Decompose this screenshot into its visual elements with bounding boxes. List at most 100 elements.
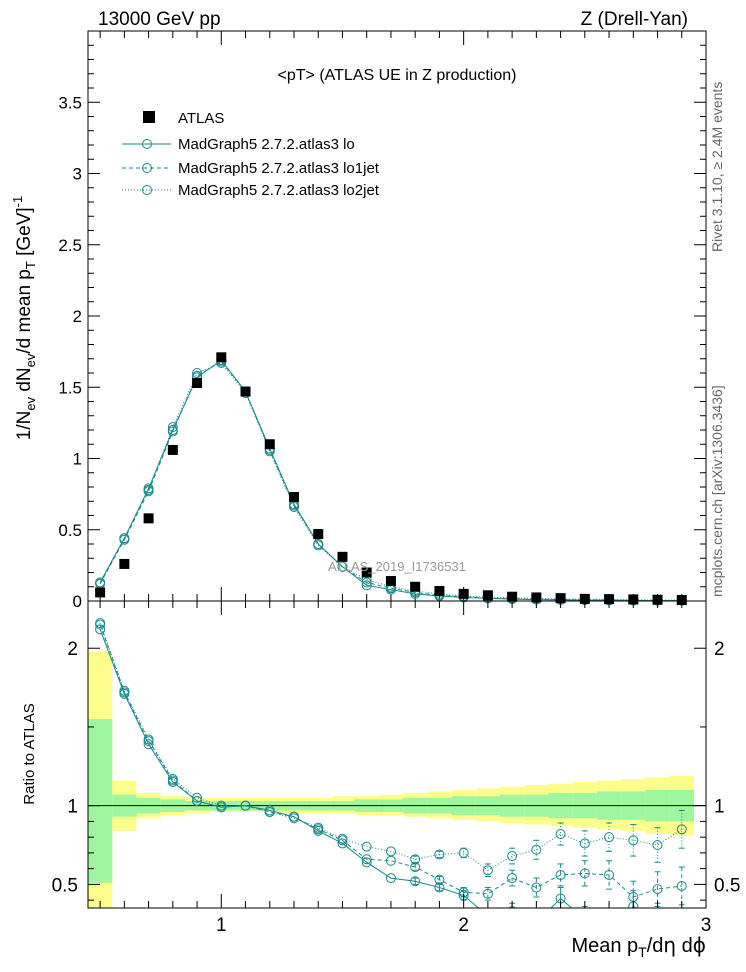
- legend-entry-atlas: ATLAS: [143, 110, 224, 127]
- ratio-point: [507, 851, 518, 862]
- ratio-point: [579, 838, 590, 849]
- atlas-point: [628, 594, 639, 605]
- chart-title: <pT> (ATLAS UE in Z production): [278, 67, 517, 84]
- ratio-point: [676, 880, 687, 891]
- legend-label-atlas: ATLAS: [178, 110, 224, 127]
- mc-point: [337, 561, 348, 572]
- ratio-point: [652, 884, 663, 895]
- legend: ATLAS MadGraph5 2.7.2.atlas3 lo MadGraph…: [122, 110, 380, 199]
- atlas-point: [264, 439, 275, 450]
- y-tick-label-bottom: 2: [67, 639, 78, 660]
- legend-label-lo1jet: MadGraph5 2.7.2.atlas3 lo1jet: [178, 160, 380, 177]
- mc-point: [361, 577, 372, 588]
- atlas-point: [385, 576, 396, 587]
- y-tick-label-bottom-right: 2: [714, 639, 725, 660]
- ratio-point: [676, 824, 687, 835]
- ratio-point: [240, 800, 251, 811]
- legend-marker-lo2jet: [142, 185, 152, 195]
- mc-point: [167, 422, 178, 433]
- atlas-point: [167, 444, 178, 455]
- mc-point: [119, 533, 130, 544]
- y-tick-label-bottom: 0.5: [52, 875, 78, 896]
- ratio-point: [604, 832, 615, 843]
- watermark: ATLAS_2019_I1736531: [328, 559, 466, 574]
- y-tick-label-top: 0.5: [58, 521, 82, 540]
- y-tick-label-top: 1.5: [58, 378, 82, 397]
- header-right: Z (Drell-Yan): [581, 9, 688, 30]
- atlas-point: [410, 581, 421, 592]
- ratio-point: [313, 822, 324, 833]
- ratio-point: [361, 841, 372, 852]
- mc-point: [95, 577, 106, 588]
- y-tick-label-top: 2.5: [58, 236, 82, 255]
- atlas-point: [434, 586, 445, 597]
- ratio-point: [361, 854, 372, 865]
- ratio-point: [507, 873, 518, 884]
- atlas-point: [531, 592, 542, 603]
- ratio-point: [652, 840, 663, 851]
- legend-entry-lo: MadGraph5 2.7.2.atlas3 lo: [122, 136, 355, 153]
- x-tick-label: 1: [216, 915, 227, 936]
- ratio-point: [385, 846, 396, 857]
- legend-label-lo: MadGraph5 2.7.2.atlas3 lo: [178, 136, 355, 153]
- legend-entry-lo2jet: MadGraph5 2.7.2.atlas3 lo2jet: [122, 182, 380, 199]
- mc-point: [192, 368, 203, 378]
- x-tick-label: 2: [458, 915, 469, 936]
- ratio-point: [192, 795, 203, 806]
- ratio-plot-frame: [87, 600, 707, 909]
- atlas-point: [95, 587, 106, 598]
- ratio-point: [458, 847, 469, 858]
- header-left: 13000 GeV pp: [98, 9, 221, 30]
- atlas-point: [579, 593, 590, 604]
- atlas-point: [313, 529, 324, 540]
- ratio-point: [264, 806, 275, 817]
- mc-point: [313, 540, 324, 551]
- mc-point: [143, 484, 154, 495]
- ratio-point: [337, 838, 348, 849]
- ratio-point: [143, 734, 154, 745]
- rivet-label: Rivet 3.1.10, ≥ 2.4M events: [709, 82, 725, 252]
- atlas-point: [555, 593, 566, 604]
- atlas-point: [361, 567, 372, 578]
- atlas-point: [143, 513, 154, 524]
- atlas-point: [192, 377, 203, 388]
- ratio-point: [531, 844, 542, 855]
- ratio-point: [555, 869, 566, 880]
- atlas-point: [652, 594, 663, 605]
- x-axis-label: Mean pT/dη dϕ: [571, 933, 706, 960]
- atlas-point: [337, 551, 348, 562]
- y-axis-label-bottom: Ratio to ATLAS: [21, 703, 38, 804]
- legend-marker-lo1jet: [142, 163, 152, 173]
- atlas-point: [119, 558, 130, 569]
- ratio-line-2: [99, 624, 682, 898]
- ratio-point: [628, 835, 639, 846]
- ratio-point: [410, 854, 421, 865]
- ratio-point: [167, 773, 178, 784]
- y-tick-label-top: 2: [73, 307, 82, 326]
- ratio-point: [531, 882, 542, 893]
- legend-label-lo2jet: MadGraph5 2.7.2.atlas3 lo2jet: [178, 182, 380, 199]
- ratio-point: [95, 618, 106, 629]
- legend-entry-lo1jet: MadGraph5 2.7.2.atlas3 lo1jet: [122, 160, 380, 177]
- y-tick-label-top: 0: [73, 592, 82, 611]
- atlas-point: [482, 590, 493, 601]
- atlas-point: [604, 594, 615, 605]
- x-tick-label: 3: [701, 915, 712, 936]
- mc-point: [289, 501, 299, 512]
- ratio-point: [361, 857, 372, 868]
- ratio-point: [579, 868, 590, 879]
- ratio-point: [192, 792, 203, 803]
- ratio-point: [604, 869, 615, 880]
- ratio-panel: 0.5 0.5 1 1 2 2 1 2 3 Ratio to ATLAS Mean pT/dη …: [21, 600, 740, 960]
- ratio-point: [289, 813, 299, 824]
- ratio-point: [385, 873, 396, 884]
- atlas-point: [676, 595, 687, 606]
- atlas-point: [507, 591, 518, 602]
- atlas-point: [240, 386, 251, 397]
- ratio-point: [216, 800, 227, 811]
- ratio-point: [410, 876, 421, 887]
- atlas-point: [458, 588, 469, 599]
- mcplots-label: mcplots.cern.ch [arXiv:1306.3436]: [709, 385, 725, 597]
- ratio-point: [337, 833, 348, 844]
